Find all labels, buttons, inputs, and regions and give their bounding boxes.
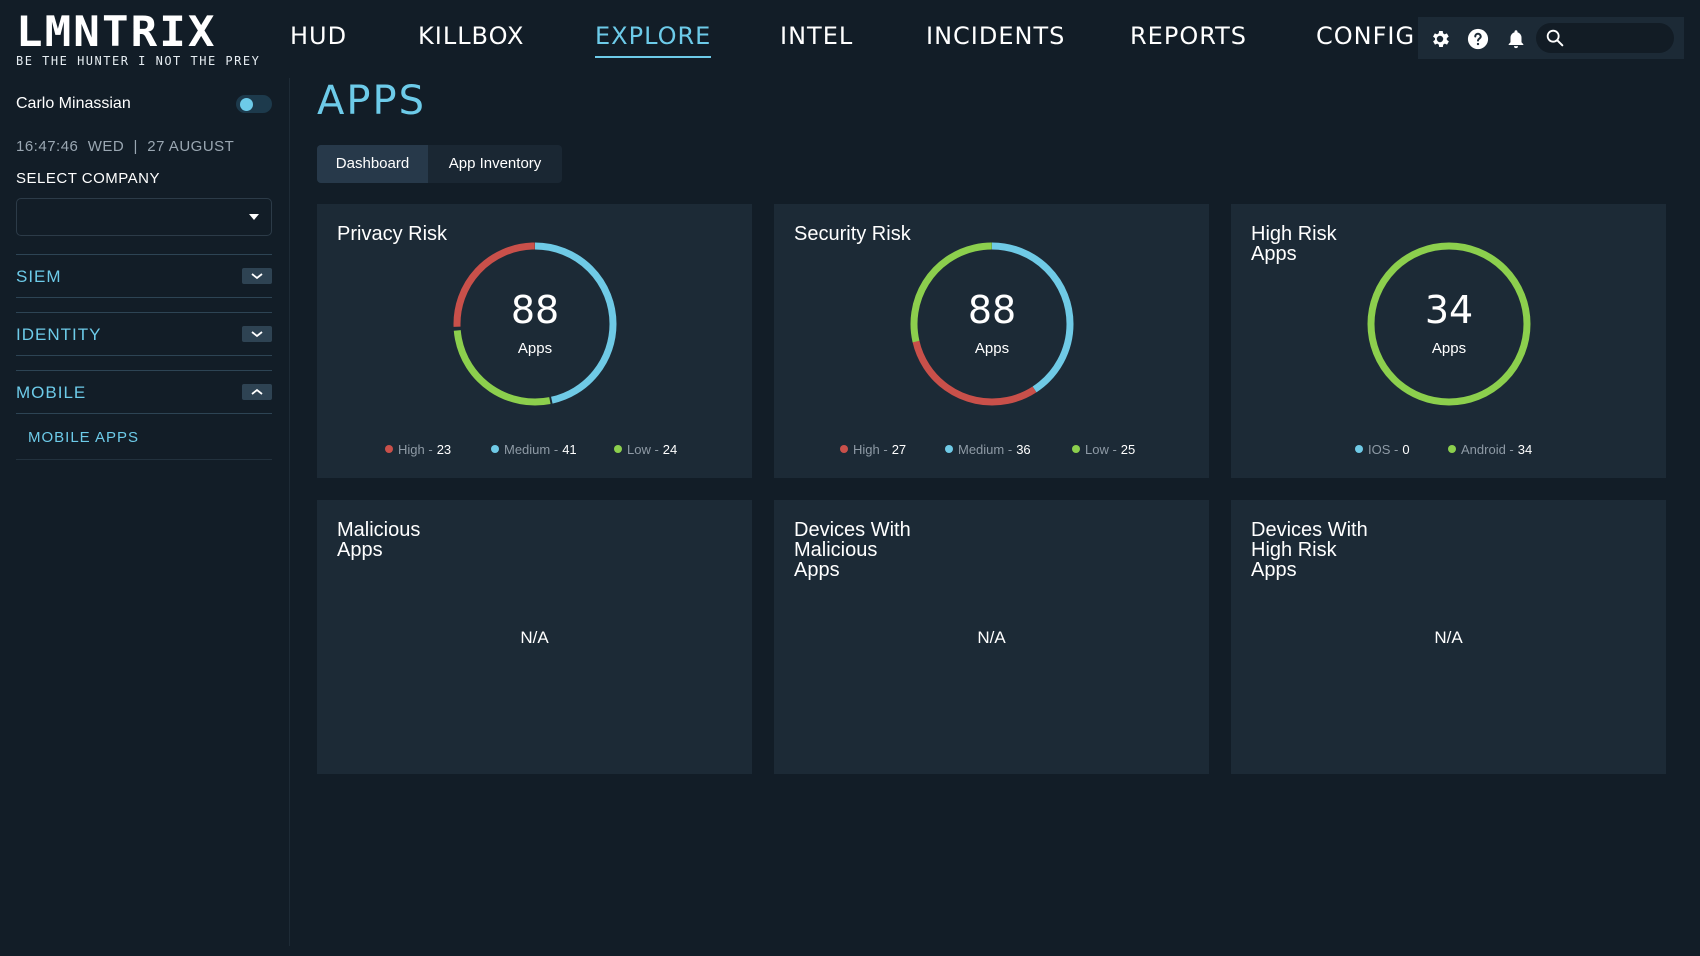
- toggle-knob: [240, 98, 253, 111]
- search-box[interactable]: [1536, 23, 1674, 53]
- legend-medium: Medium -36: [945, 442, 1031, 457]
- devices-malicious-apps-card: Devices With Malicious Apps N/A: [774, 500, 1209, 774]
- sidebar-section-mobile[interactable]: MOBILE: [16, 370, 272, 414]
- legend-low: Low -24: [614, 442, 677, 457]
- donut-unit: Apps: [974, 340, 1010, 357]
- datetime-readout: 16:47:46 WED | 27 AUGUST: [16, 138, 235, 155]
- company-select[interactable]: [16, 198, 272, 236]
- sidebar-section-identity[interactable]: IDENTITY: [16, 312, 272, 356]
- chevron-down-icon[interactable]: [242, 326, 272, 342]
- sidebar-item-label: MOBILE APPS: [28, 429, 140, 446]
- devices-high-risk-apps-card: Devices With High Risk Apps N/A: [1231, 500, 1666, 774]
- card-title: Malicious Apps: [337, 519, 421, 561]
- tab-app-inventory[interactable]: App Inventory: [448, 155, 542, 172]
- caret-down-icon: [249, 214, 259, 220]
- brand-logo[interactable]: LMNTRIX BE THE HUNTER I NOT THE PREY: [16, 11, 274, 69]
- legend-high: High -23: [385, 442, 451, 457]
- sidebar: Carlo Minassian 16:47:46 WED | 27 AUGUST…: [0, 78, 290, 946]
- card-title: Security Risk: [794, 223, 911, 245]
- top-bar: LMNTRIX BE THE HUNTER I NOT THE PREY HUD…: [0, 0, 1700, 69]
- sidebar-section-label: MOBILE: [16, 383, 87, 402]
- donut-total: 34: [1424, 288, 1474, 332]
- legend-android: Android -34: [1448, 442, 1532, 457]
- bell-icon[interactable]: [1505, 28, 1527, 50]
- chevron-up-icon[interactable]: [242, 384, 272, 400]
- donut-unit: Apps: [517, 340, 553, 357]
- card-title: Privacy Risk: [337, 223, 448, 245]
- high-risk-apps-card: High Risk Apps 34 Apps IOS -0 Android -3…: [1231, 204, 1666, 478]
- legend-low: Low -25: [1072, 442, 1135, 457]
- legend: High -23 Medium -41 Low -24: [317, 442, 752, 460]
- nav-intel[interactable]: INTEL: [780, 22, 854, 50]
- help-icon[interactable]: [1467, 28, 1489, 50]
- card-title: Devices With Malicious Apps: [794, 519, 911, 581]
- user-toggle[interactable]: [236, 95, 272, 113]
- sidebar-section-label: SIEM: [16, 267, 62, 286]
- user-name: Carlo Minassian: [16, 95, 131, 112]
- brand-tagline: BE THE HUNTER I NOT THE PREY: [16, 54, 261, 68]
- donut-total: 88: [510, 288, 560, 332]
- card-value: N/A: [520, 628, 549, 647]
- legend-medium: Medium -41: [491, 442, 577, 457]
- nav-hud[interactable]: HUD: [290, 22, 348, 50]
- page-title: APPS: [317, 78, 426, 124]
- card-title: High Risk Apps: [1251, 223, 1337, 265]
- privacy-risk-card: Privacy Risk 88 Apps High -23 Medium -41…: [317, 204, 752, 478]
- nav-incidents[interactable]: INCIDENTS: [926, 22, 1066, 50]
- view-tabs: Dashboard App Inventory: [317, 145, 562, 183]
- search-icon[interactable]: [1544, 27, 1566, 49]
- nav-config[interactable]: CONFIG: [1316, 22, 1416, 50]
- select-company-label: SELECT COMPANY: [16, 170, 160, 187]
- tab-dashboard[interactable]: Dashboard: [317, 145, 428, 183]
- legend: High -27 Medium -36 Low -25: [774, 442, 1209, 460]
- search-input[interactable]: [1572, 28, 1668, 48]
- main-nav: HUD KILLBOX EXPLORE INTEL INCIDENTS REPO…: [0, 22, 1420, 62]
- nav-explore[interactable]: EXPLORE: [595, 22, 712, 58]
- nav-reports[interactable]: REPORTS: [1130, 22, 1248, 50]
- card-title: Devices With High Risk Apps: [1251, 519, 1368, 581]
- gear-icon[interactable]: [1429, 28, 1451, 50]
- sidebar-section-siem[interactable]: SIEM: [16, 254, 272, 298]
- legend-ios: IOS -0: [1355, 442, 1410, 457]
- legend: IOS -0 Android -34: [1231, 442, 1666, 460]
- card-value: N/A: [977, 628, 1006, 647]
- malicious-apps-card: Malicious Apps N/A: [317, 500, 752, 774]
- privacy-risk-donut: 88 Apps: [451, 240, 619, 408]
- donut-unit: Apps: [1431, 340, 1467, 357]
- high-risk-apps-donut: 34 Apps: [1365, 240, 1533, 408]
- donut-total: 88: [967, 288, 1017, 332]
- legend-high: High -27: [840, 442, 906, 457]
- sidebar-item-mobile-apps[interactable]: MOBILE APPS: [16, 416, 272, 460]
- brand-logo-wordmark: LMNTRIX: [16, 7, 217, 56]
- nav-killbox[interactable]: KILLBOX: [418, 22, 525, 50]
- security-risk-donut: 88 Apps: [908, 240, 1076, 408]
- card-value: N/A: [1434, 628, 1463, 647]
- security-risk-card: Security Risk 88 Apps High -27 Medium -3…: [774, 204, 1209, 478]
- sidebar-section-label: IDENTITY: [16, 325, 102, 344]
- chevron-down-icon[interactable]: [242, 268, 272, 284]
- user-row: Carlo Minassian: [16, 92, 272, 116]
- header-toolbar: [1418, 17, 1684, 59]
